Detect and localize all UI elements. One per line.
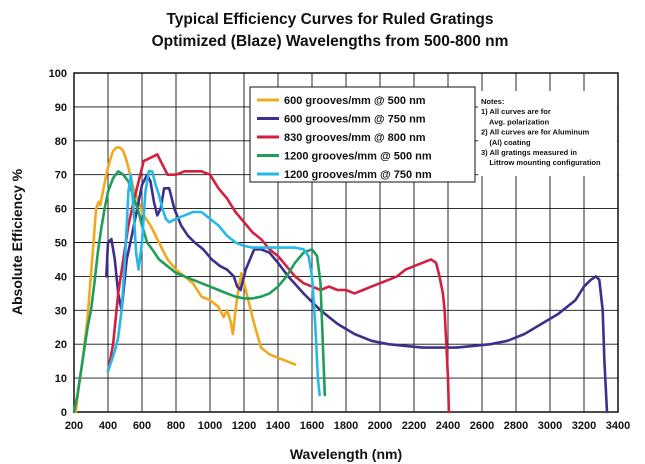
- x-tick-label: 2400: [436, 420, 460, 432]
- x-tick-labels: 200 400 600 800 1000 1200 1400 1600 1800 2000 2200…: [65, 420, 630, 432]
- note-line: 3) All gratings measured in: [481, 148, 577, 157]
- legend-label-1: 600 grooves/mm @ 750 nm: [284, 114, 426, 126]
- note-line: 1) All curves are for: [481, 107, 551, 116]
- legend: 600 grooves/mm @ 500 nm 600 grooves/mm @ …: [249, 86, 476, 183]
- notes-background: [478, 91, 617, 176]
- x-tick-label: 400: [99, 420, 117, 432]
- y-tick-label: 80: [55, 136, 67, 148]
- y-tick-label: 50: [55, 238, 67, 250]
- note-line: Notes:: [481, 97, 504, 106]
- y-tick-label: 20: [55, 339, 67, 351]
- y-tick-label: 70: [55, 170, 67, 182]
- y-tick-label: 40: [55, 271, 67, 283]
- x-tick-label: 200: [65, 420, 83, 432]
- x-tick-label: 2200: [402, 420, 426, 432]
- series-lines: [72, 146, 609, 414]
- note-line: Avg. polarization: [481, 117, 550, 126]
- x-tick-label: 800: [167, 420, 185, 432]
- legend-label-0: 600 grooves/mm @ 500 nm: [284, 95, 426, 107]
- legend-box: [249, 86, 476, 183]
- x-tick-label: 3200: [572, 420, 596, 432]
- note-line: (Al) coating: [481, 138, 531, 147]
- x-tick-label: 1000: [198, 420, 222, 432]
- notes: Notes:1) All curves are for Avg. polariz…: [478, 91, 617, 176]
- y-tick-label: 0: [61, 407, 67, 419]
- x-tick-label: 3400: [606, 420, 630, 432]
- x-tick-label: 2600: [470, 420, 494, 432]
- legend-label-4: 1200 grooves/mm @ 750 nm: [284, 169, 432, 181]
- x-tick-label: 1400: [266, 420, 290, 432]
- series-line-3: [72, 170, 327, 414]
- series-line-2: [106, 153, 451, 414]
- y-tick-label: 10: [55, 373, 67, 385]
- x-tick-label: 1800: [334, 420, 358, 432]
- chart-title: Typical Efficiency Curves for Ruled Grat…: [166, 11, 493, 28]
- legend-label-3: 1200 grooves/mm @ 500 nm: [284, 151, 432, 163]
- legend-label-2: 830 grooves/mm @ 800 nm: [284, 132, 426, 144]
- x-tick-label: 2000: [368, 420, 392, 432]
- x-tick-label: 2800: [504, 420, 528, 432]
- x-tick-label: 1200: [232, 420, 256, 432]
- y-tick-label: 90: [55, 102, 67, 114]
- y-tick-label: 30: [55, 305, 67, 317]
- x-tick-label: 1600: [300, 420, 324, 432]
- series-line-1: [105, 173, 609, 414]
- x-axis-label: Wavelength (nm): [290, 446, 402, 462]
- note-line: Littrow mounting configuration: [481, 158, 601, 167]
- y-tick-label: 60: [55, 204, 67, 216]
- x-tick-label: 3000: [538, 420, 562, 432]
- note-line: 2) All curves are for Aluminum: [481, 128, 590, 137]
- y-axis-label: Absolute Efficiency %: [9, 168, 25, 315]
- y-tick-labels: 0 10 20 30 40 50 60 70 80 90 100: [49, 68, 67, 419]
- series-line-4: [106, 170, 321, 397]
- x-tick-label: 600: [133, 420, 151, 432]
- y-tick-label: 100: [49, 68, 67, 80]
- chart-subtitle: Optimized (Blaze) Wavelengths from 500-8…: [152, 33, 509, 50]
